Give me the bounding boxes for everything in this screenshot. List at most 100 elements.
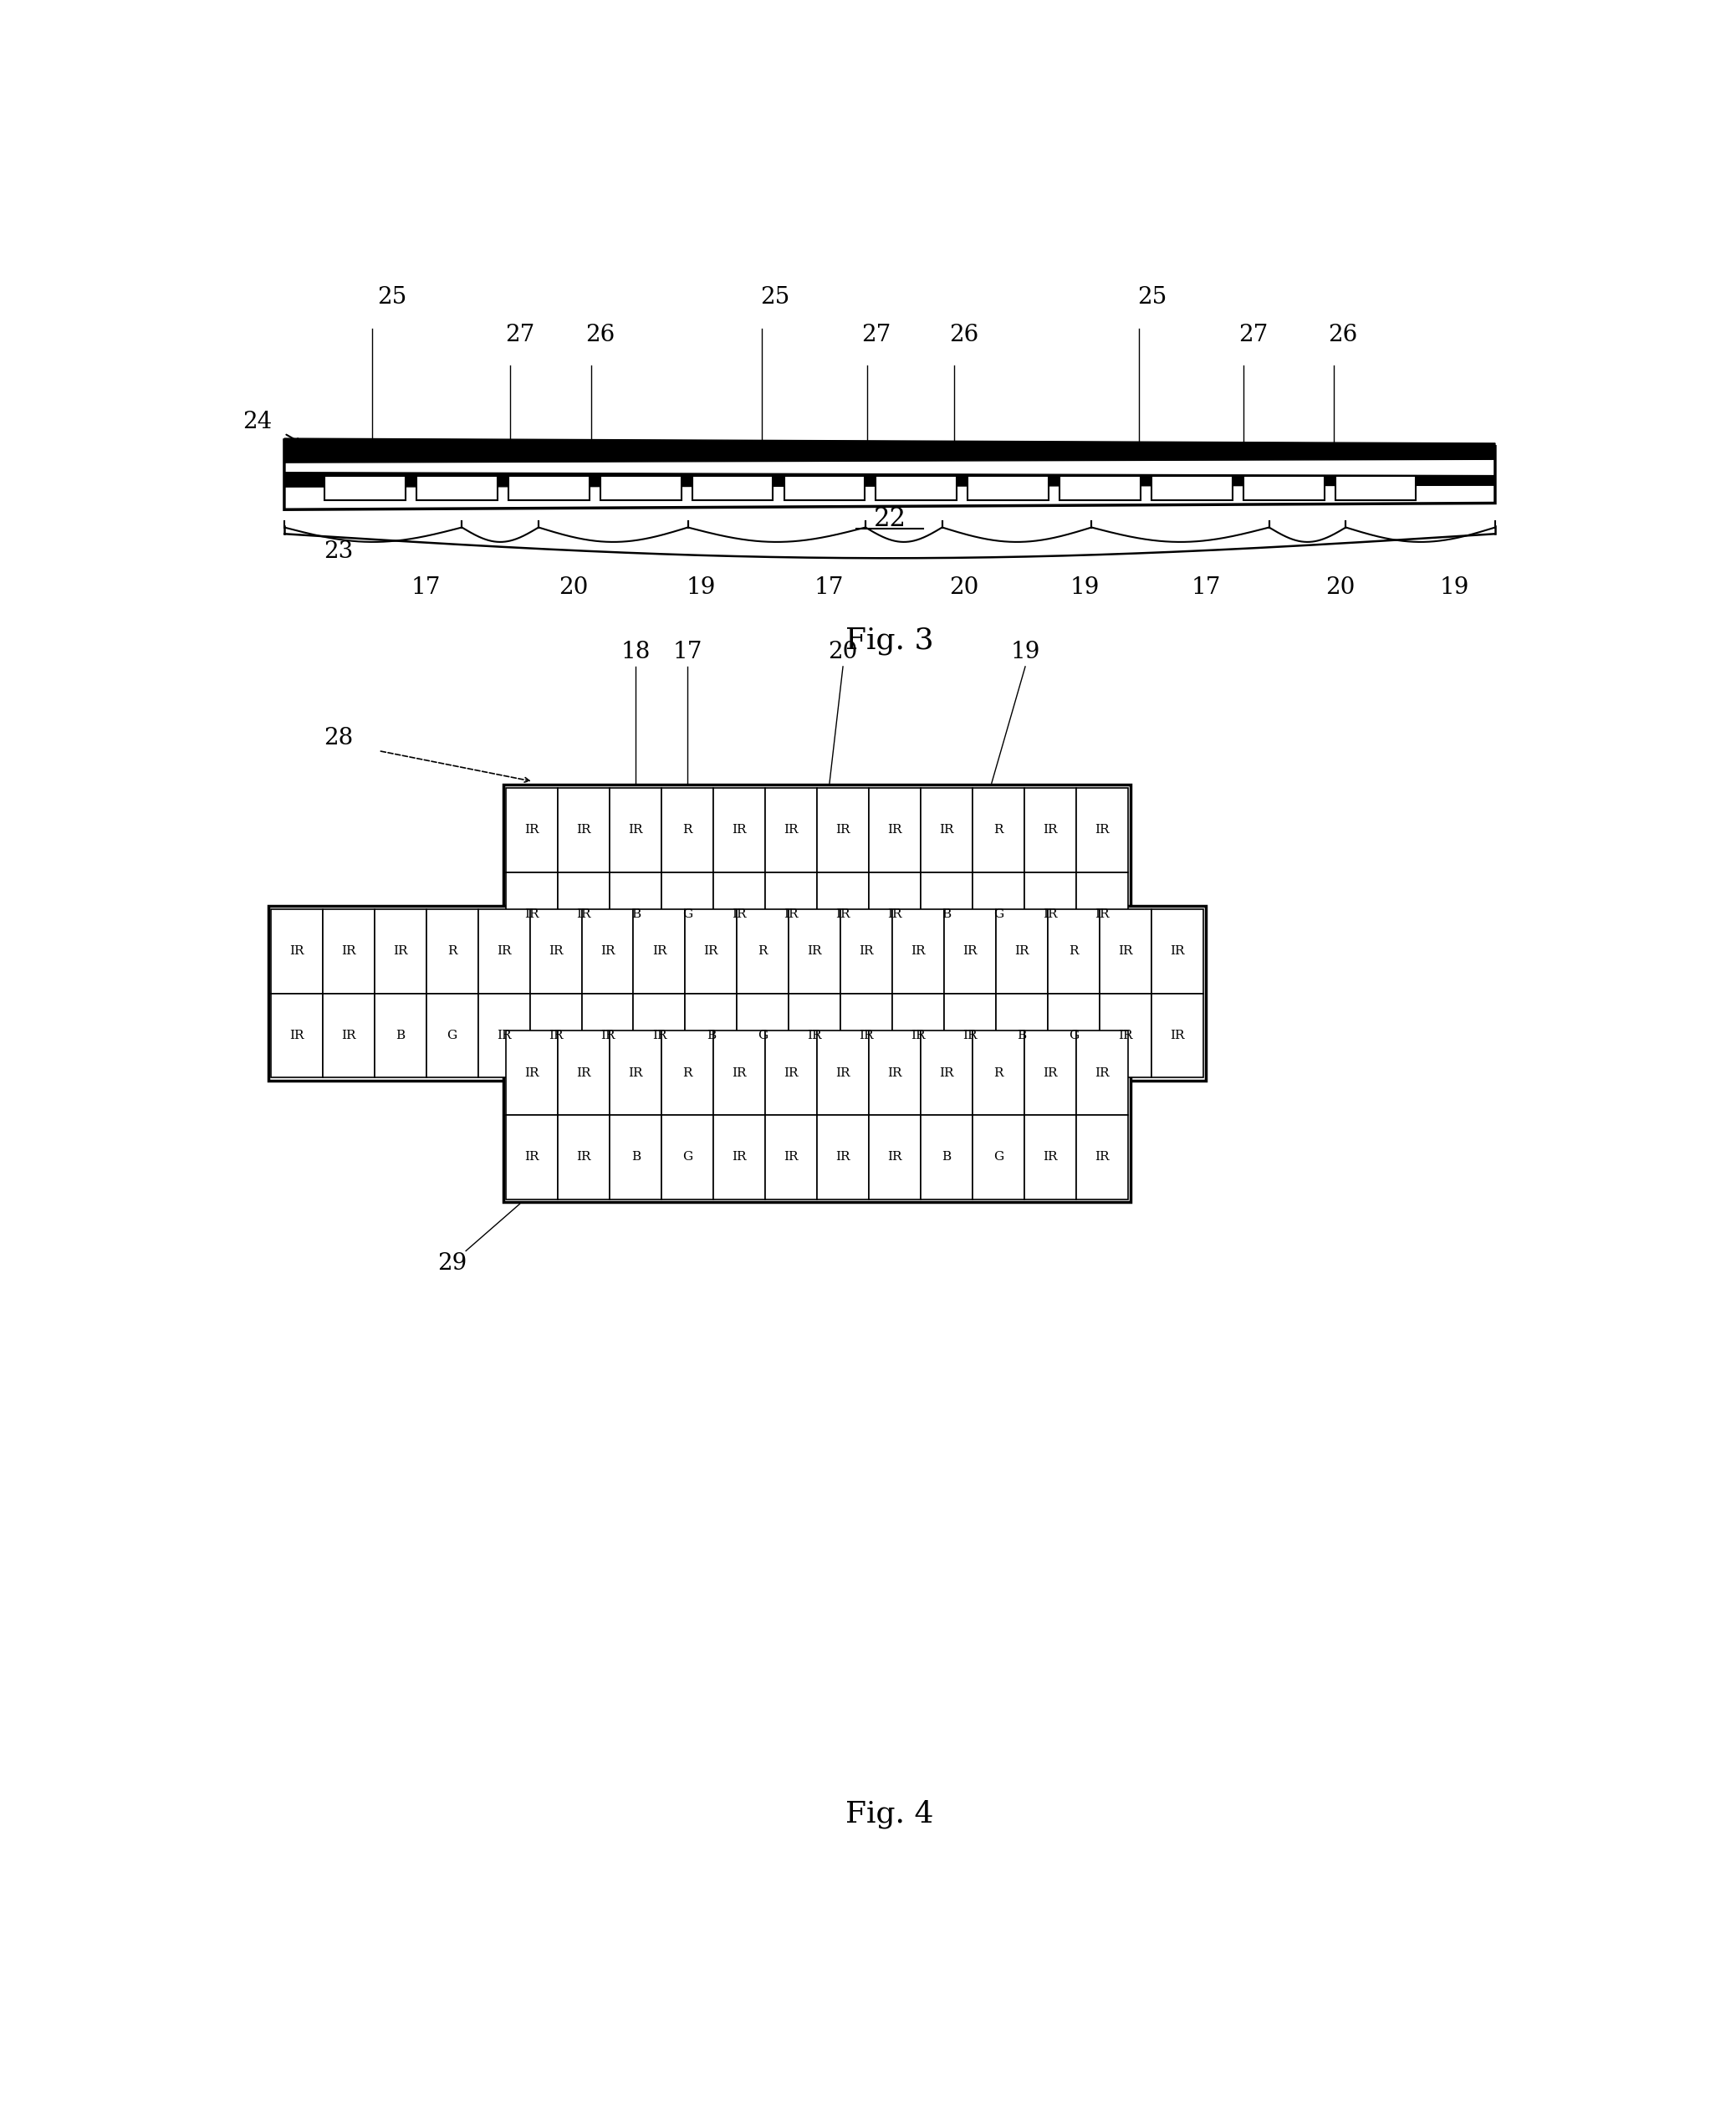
Text: 25: 25 (760, 286, 790, 309)
Text: IR: IR (1043, 908, 1057, 921)
Bar (840, 910, 892, 994)
Text: B: B (396, 1030, 404, 1040)
Text: IR: IR (496, 1030, 510, 1040)
Bar (509, 475, 589, 500)
Text: IR: IR (733, 824, 746, 837)
Text: IR: IR (549, 1030, 562, 1040)
Text: 17: 17 (1191, 576, 1220, 599)
Text: 28: 28 (323, 727, 352, 748)
Bar (271, 994, 323, 1078)
Bar (996, 994, 1049, 1078)
Text: Fig. 4: Fig. 4 (845, 1799, 934, 1829)
Bar (920, 1114, 972, 1198)
Text: 19: 19 (1010, 641, 1040, 664)
Text: IR: IR (576, 1152, 592, 1162)
Text: 19: 19 (1439, 576, 1470, 599)
Text: IR: IR (835, 908, 851, 921)
Text: IR: IR (1095, 1152, 1109, 1162)
Text: 20: 20 (950, 576, 979, 599)
Bar (686, 994, 738, 1078)
Text: IR: IR (1043, 1152, 1057, 1162)
Bar (693, 475, 773, 500)
Text: IR: IR (392, 946, 408, 956)
Text: Fig. 3: Fig. 3 (845, 626, 934, 656)
Text: IR: IR (835, 1068, 851, 1078)
Text: IR: IR (628, 824, 642, 837)
Text: IR: IR (911, 1030, 925, 1040)
Bar (557, 1030, 609, 1114)
Bar (427, 994, 477, 1078)
Bar (1059, 475, 1141, 500)
Text: IR: IR (785, 824, 799, 837)
Text: IR: IR (576, 1068, 592, 1078)
Text: 20: 20 (559, 576, 589, 599)
Bar (713, 872, 766, 956)
Text: IR: IR (887, 908, 903, 921)
Bar (271, 910, 323, 994)
Bar (661, 872, 713, 956)
Text: IR: IR (1043, 1068, 1057, 1078)
Text: 25: 25 (1137, 286, 1167, 309)
Bar (325, 475, 406, 500)
Text: IR: IR (1170, 1030, 1184, 1040)
Bar (609, 872, 661, 956)
Bar (972, 1030, 1024, 1114)
Bar (1076, 872, 1128, 956)
Text: IR: IR (733, 1152, 746, 1162)
Text: B: B (707, 1030, 715, 1040)
Bar (892, 910, 944, 994)
Text: IR: IR (1118, 1030, 1134, 1040)
Bar (1076, 788, 1128, 872)
Text: 27: 27 (505, 324, 535, 347)
Bar (1049, 910, 1099, 994)
Bar (788, 994, 840, 1078)
Text: IR: IR (939, 824, 953, 837)
Text: IR: IR (653, 946, 667, 956)
Bar (1099, 994, 1151, 1078)
Text: IR: IR (887, 824, 903, 837)
Text: IR: IR (342, 946, 356, 956)
Bar (609, 1114, 661, 1198)
Bar (713, 1114, 766, 1198)
Bar (529, 910, 582, 994)
Bar (267, 906, 1207, 1080)
Text: G: G (682, 908, 693, 921)
Bar (477, 994, 529, 1078)
Bar (1151, 475, 1233, 500)
Text: IR: IR (1118, 946, 1134, 956)
Text: G: G (682, 1152, 693, 1162)
Bar (557, 872, 609, 956)
Bar (661, 1030, 713, 1114)
Bar (785, 475, 865, 500)
Text: IR: IR (703, 946, 719, 956)
Text: IR: IR (601, 946, 615, 956)
Text: 17: 17 (674, 641, 703, 664)
Bar (601, 475, 681, 500)
Bar (766, 1114, 818, 1198)
Bar (868, 1114, 920, 1198)
Bar (972, 788, 1024, 872)
Text: R: R (1069, 946, 1078, 956)
Text: IR: IR (733, 1068, 746, 1078)
Bar (582, 994, 634, 1078)
Text: 17: 17 (814, 576, 844, 599)
Text: 26: 26 (950, 324, 979, 347)
Bar (713, 1030, 766, 1114)
Text: IR: IR (1095, 824, 1109, 837)
Text: R: R (993, 824, 1003, 837)
Text: IR: IR (1095, 1068, 1109, 1078)
Bar (1024, 788, 1076, 872)
Text: G: G (993, 908, 1003, 921)
Text: 20: 20 (1326, 576, 1356, 599)
Bar (477, 910, 529, 994)
Bar (609, 788, 661, 872)
Bar (972, 872, 1024, 956)
Text: 26: 26 (1328, 324, 1358, 347)
Text: 25: 25 (377, 286, 406, 309)
Bar (661, 1114, 713, 1198)
Text: IR: IR (549, 946, 562, 956)
Bar (507, 788, 557, 872)
Bar (788, 910, 840, 994)
Bar (818, 788, 868, 872)
Bar (868, 1030, 920, 1114)
